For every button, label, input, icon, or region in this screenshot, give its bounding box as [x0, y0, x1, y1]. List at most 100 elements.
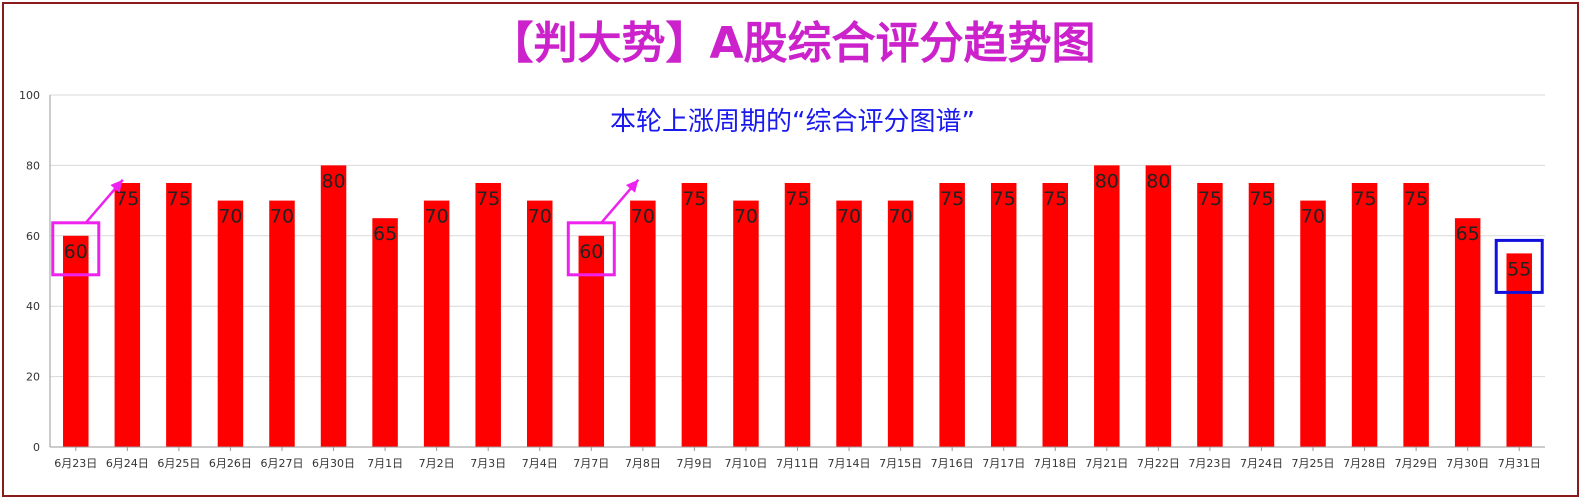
x-tick-label: 7月31日	[1498, 457, 1541, 470]
bar	[630, 200, 656, 447]
bar	[1094, 165, 1120, 447]
x-tick-label: 7月29日	[1395, 457, 1438, 470]
bar	[1042, 183, 1069, 447]
data-labels: 60 75 75 70 70 80 65 70 75 70 60 70 75 70 75 70 70 75 75 75…	[64, 170, 1532, 280]
data-label: 70	[734, 206, 758, 228]
x-tick-label: 7月3日	[470, 457, 506, 470]
data-label: 80	[1095, 170, 1119, 192]
x-tick-label: 7月28日	[1343, 457, 1386, 470]
trend-arrow-head-icon	[110, 179, 123, 193]
y-tick-label: 100	[19, 89, 40, 102]
bar	[1454, 218, 1481, 447]
data-label: 60	[64, 241, 88, 263]
data-label: 80	[1146, 170, 1170, 192]
data-label: 75	[1404, 188, 1428, 210]
bar	[784, 183, 811, 447]
y-tick-label: 60	[26, 230, 40, 243]
bar	[320, 165, 347, 447]
bar	[475, 183, 501, 447]
data-label: 75	[1352, 188, 1376, 210]
x-tick-label: 7月22日	[1137, 457, 1180, 470]
x-tick-label: 7月2日	[419, 457, 455, 470]
data-label: 70	[270, 206, 294, 228]
x-tick-label: 7月11日	[776, 457, 819, 470]
bar	[1506, 253, 1532, 447]
data-label: 75	[476, 188, 500, 210]
bar	[578, 235, 605, 447]
data-label: 75	[115, 188, 139, 210]
x-tick-label: 7月17日	[982, 457, 1025, 470]
highlight-box-magenta	[566, 221, 616, 277]
x-tick-label: 7月10日	[724, 457, 767, 470]
bar	[681, 183, 708, 447]
bar	[1300, 200, 1326, 447]
data-label: 70	[889, 206, 913, 228]
x-tick-label: 7月16日	[931, 457, 974, 470]
data-label: 70	[218, 206, 242, 228]
bar	[1248, 183, 1275, 447]
bar	[114, 183, 141, 447]
highlight-marks	[51, 178, 1544, 294]
highlight-box-blue	[1494, 238, 1544, 294]
bar	[1197, 183, 1223, 447]
data-label: 70	[1301, 206, 1325, 228]
x-tick-label: 7月1日	[367, 457, 403, 470]
bar	[990, 183, 1017, 447]
data-label: 75	[940, 188, 964, 210]
data-label: 65	[1456, 223, 1480, 245]
bar	[1145, 165, 1172, 447]
bar	[372, 218, 398, 447]
x-tick-label: 7月9日	[676, 457, 712, 470]
x-tick-label: 7月23日	[1188, 457, 1231, 470]
data-label: 55	[1507, 258, 1531, 280]
data-label: 70	[837, 206, 861, 228]
data-label: 65	[373, 223, 397, 245]
data-label: 75	[785, 188, 809, 210]
y-tick-label: 80	[26, 159, 40, 172]
x-tick-label: 7月18日	[1034, 457, 1077, 470]
data-label: 75	[1198, 188, 1222, 210]
chart-title: 【判大势】A股综合评分趋势图	[489, 18, 1096, 69]
chart-annotation: 本轮上涨周期的“综合评分图谱”	[610, 107, 975, 137]
bar	[217, 200, 244, 447]
bar	[887, 200, 914, 447]
data-label: 70	[528, 206, 552, 228]
bar	[269, 200, 295, 447]
x-tick-label: 6月30日	[312, 457, 355, 470]
bar	[63, 235, 89, 447]
highlight-box-magenta	[51, 221, 101, 277]
x-tick-label: 7月24日	[1240, 457, 1283, 470]
x-tick-label: 7月15日	[879, 457, 922, 470]
x-tick-label: 6月27日	[260, 457, 303, 470]
x-tick-label: 7月30日	[1446, 457, 1489, 470]
bar	[166, 183, 192, 447]
data-label: 70	[425, 206, 449, 228]
x-tick-label: 6月24日	[106, 457, 149, 470]
x-tick-label: 6月25日	[157, 457, 200, 470]
x-tick-label: 7月25日	[1292, 457, 1335, 470]
x-axis: 6月23日 6月24日 6月25日 6月26日 6月27日 6月30日 7月1日 7月2日 7月…	[50, 446, 1545, 470]
y-tick-label: 20	[26, 371, 40, 384]
x-tick-label: 7月7日	[573, 457, 609, 470]
bars	[63, 165, 1532, 447]
bar	[526, 200, 553, 447]
bar	[836, 200, 862, 447]
data-label: 75	[992, 188, 1016, 210]
data-label: 75	[1043, 188, 1067, 210]
y-tick-label: 40	[26, 300, 40, 313]
x-tick-label: 6月26日	[209, 457, 252, 470]
data-label: 75	[1249, 188, 1273, 210]
data-label: 70	[631, 206, 655, 228]
bar	[1351, 183, 1378, 447]
x-tick-label: 7月4日	[522, 457, 558, 470]
y-tick-label: 0	[33, 441, 40, 454]
bar	[1403, 183, 1429, 447]
bar	[733, 200, 759, 447]
data-label: 75	[167, 188, 191, 210]
x-tick-label: 6月23日	[54, 457, 97, 470]
data-label: 80	[321, 170, 345, 192]
bar	[423, 200, 450, 447]
x-tick-label: 7月8日	[625, 457, 661, 470]
y-axis: 0 20 40 60 80 100	[19, 89, 51, 454]
